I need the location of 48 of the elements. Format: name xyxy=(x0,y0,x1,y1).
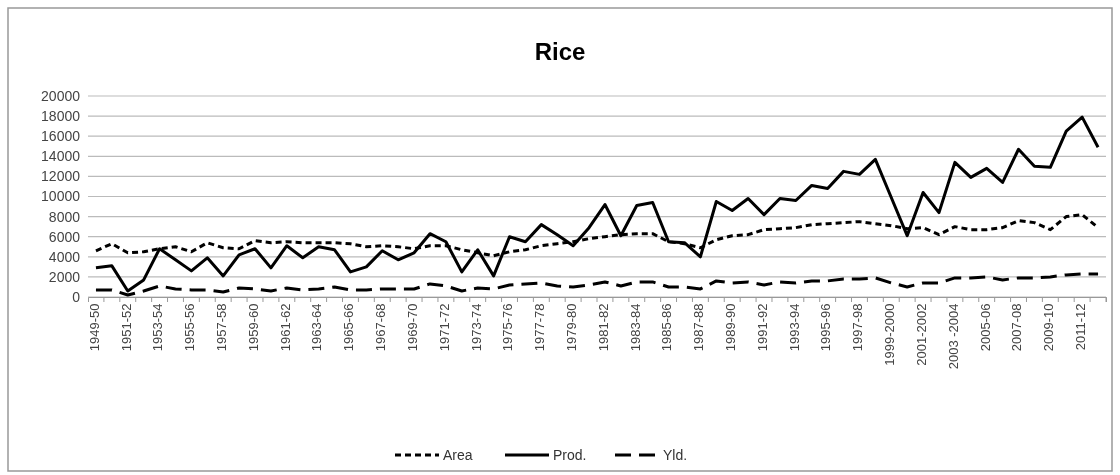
y-tick-label: 8000 xyxy=(48,208,81,225)
x-tick-label: 1963-64 xyxy=(309,303,325,352)
x-tick-label: 1973-74 xyxy=(468,303,484,352)
legend-label: Yld. xyxy=(663,447,688,463)
y-tick-label: 0 xyxy=(72,288,81,305)
y-tick-label: 4000 xyxy=(48,248,81,265)
line-series xyxy=(94,115,1100,293)
x-tick-label: 1969-70 xyxy=(404,303,420,352)
x-tick-label: 2001-2002 xyxy=(913,303,929,366)
x-tick-label: 2007-08 xyxy=(1009,303,1025,352)
x-tick-label: 1991-92 xyxy=(754,303,770,352)
x-tick-label: 1997-98 xyxy=(850,303,866,352)
y-tick-label: 10000 xyxy=(41,188,81,205)
x-tick-label: 1999-2000 xyxy=(882,303,898,366)
x-tick-label: 2003 -2004 xyxy=(945,303,961,370)
y-tick-label: 18000 xyxy=(41,108,81,125)
legend-label: Area xyxy=(443,447,473,463)
x-tick-label: 1995-96 xyxy=(818,303,834,352)
y-tick-label: 6000 xyxy=(48,228,81,245)
x-tick-label: 1951-52 xyxy=(118,303,134,352)
y-tick-label: 20000 xyxy=(41,87,81,104)
y-tick-label: 14000 xyxy=(41,148,81,165)
y-tick-label: 2000 xyxy=(48,268,81,285)
x-tick-label: 1985-86 xyxy=(659,303,675,352)
legend-label: Prod. xyxy=(553,447,587,463)
y-tick-label: 12000 xyxy=(41,168,81,185)
x-tick-label: 1949-50 xyxy=(86,303,102,352)
x-tick-label: 1975-76 xyxy=(500,303,516,352)
x-tick-label: 1959-60 xyxy=(245,303,261,352)
x-tick-label: 1977-78 xyxy=(532,303,548,352)
x-tick-label: 2005-06 xyxy=(977,303,993,352)
x-tick-label: 1987-88 xyxy=(691,303,707,352)
x-tick-label: 1967-68 xyxy=(373,303,389,352)
x-tick-label: 1955-56 xyxy=(182,303,198,352)
x-tick-label: 2011-12 xyxy=(1072,303,1088,351)
x-tick-label: 1957-58 xyxy=(214,303,229,352)
y-tick-label: 16000 xyxy=(41,128,81,145)
x-tick-label: 1983-84 xyxy=(627,303,643,352)
x-tick-label: 1953-54 xyxy=(150,303,166,352)
x-tick-label: 1993-94 xyxy=(786,303,802,352)
x-tick-label: 1979-80 xyxy=(563,303,579,352)
x-tick-label: 1989-90 xyxy=(723,303,738,352)
x-tick-label: 1961-62 xyxy=(277,303,293,352)
x-tick-label: 1965-66 xyxy=(341,303,357,352)
x-tick-label: 2009-10 xyxy=(1041,303,1057,352)
x-tick-label: 1971-72 xyxy=(436,303,452,352)
chart-title: Rice xyxy=(534,38,586,65)
x-tick-label: 1981-82 xyxy=(595,303,611,352)
